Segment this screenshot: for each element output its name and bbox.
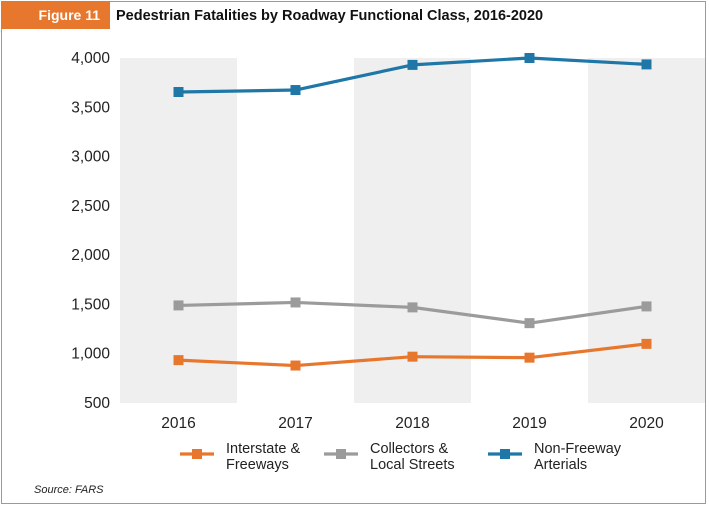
data-point bbox=[524, 318, 535, 329]
background-band bbox=[588, 58, 705, 403]
data-point bbox=[407, 302, 418, 313]
y-axis-ticks: 500 1,000 1,500 2,000 2,500 3,000 3,500 4,000 bbox=[71, 50, 110, 412]
y-tick-label: 1,000 bbox=[71, 346, 110, 363]
legend-marker bbox=[336, 449, 346, 459]
legend-label: Non-Freeway Arterials bbox=[534, 441, 622, 473]
data-point bbox=[290, 85, 301, 96]
data-point bbox=[524, 53, 535, 63]
y-tick-label: 3,500 bbox=[71, 99, 110, 116]
data-point bbox=[641, 338, 652, 349]
data-point bbox=[524, 352, 535, 363]
legend-label-line: Arterials bbox=[534, 457, 587, 473]
legend-label-line: Non-Freeway bbox=[534, 441, 622, 457]
legend-label: Interstate & Freeways bbox=[226, 441, 300, 473]
legend-label-line: Interstate & bbox=[226, 441, 300, 457]
y-tick-label: 3,000 bbox=[71, 149, 110, 166]
background-band bbox=[354, 58, 471, 403]
legend-label-line: Collectors & bbox=[370, 441, 448, 457]
x-tick-label: 2020 bbox=[629, 415, 664, 432]
background-bands bbox=[120, 58, 705, 403]
chart-title: Pedestrian Fatalities by Roadway Functio… bbox=[116, 8, 544, 24]
data-point bbox=[407, 59, 418, 70]
x-tick-label: 2017 bbox=[278, 415, 312, 432]
legend: Interstate & Freeways Collectors & Local St… bbox=[180, 441, 622, 473]
data-point bbox=[641, 59, 652, 70]
legend-marker bbox=[192, 449, 202, 459]
source-note: Source: FARS bbox=[34, 484, 104, 496]
legend-marker bbox=[500, 449, 510, 459]
data-point bbox=[641, 301, 652, 312]
legend-label-line: Local Streets bbox=[370, 457, 455, 473]
x-axis-ticks: 2016 2017 2018 2019 2020 bbox=[161, 415, 664, 432]
data-point bbox=[290, 360, 301, 371]
y-tick-label: 4,000 bbox=[71, 50, 110, 67]
y-tick-label: 500 bbox=[84, 395, 110, 412]
legend-label-line: Freeways bbox=[226, 457, 289, 473]
x-tick-label: 2016 bbox=[161, 415, 195, 432]
figure-label: Figure 11 bbox=[1, 1, 110, 29]
data-point bbox=[173, 355, 184, 366]
x-tick-label: 2018 bbox=[395, 415, 429, 432]
data-point bbox=[173, 300, 184, 311]
y-tick-label: 1,500 bbox=[71, 296, 110, 313]
data-point bbox=[407, 351, 418, 362]
background-band bbox=[120, 58, 237, 403]
series-markers bbox=[173, 53, 652, 371]
data-point bbox=[173, 87, 184, 98]
data-point bbox=[290, 297, 301, 308]
y-tick-label: 2,000 bbox=[71, 247, 110, 264]
x-tick-label: 2019 bbox=[512, 415, 546, 432]
legend-label: Collectors & Local Streets bbox=[370, 441, 455, 473]
y-tick-label: 2,500 bbox=[71, 198, 110, 215]
